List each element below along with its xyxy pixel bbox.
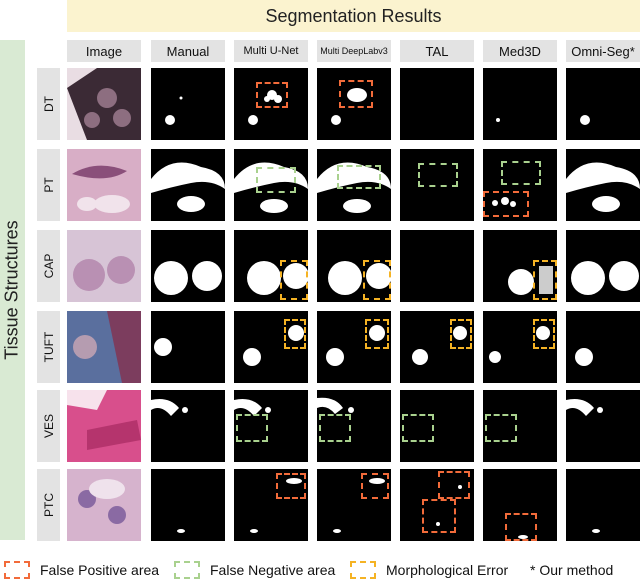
row-header-pt: PT: [37, 149, 60, 221]
false-positive-box: [339, 80, 373, 108]
tissue-structures-band: [0, 40, 25, 540]
false-negative-box: [256, 167, 296, 193]
mask-ves-manual: [151, 390, 225, 462]
legend-our-method: * Our method: [530, 560, 613, 580]
col-header-multi-deeplabv3: Multi DeepLabv3: [317, 40, 391, 62]
row-header-ves: VES: [37, 390, 60, 462]
legend-false-negative: False Negative area: [174, 560, 335, 580]
morphological-error-box: [533, 319, 555, 349]
false-positive-box: [256, 82, 288, 108]
morphological-error-box: [363, 260, 391, 300]
mask-dt-med3d: [483, 68, 557, 140]
mask-cap-med3d: [483, 230, 557, 302]
legend-morphological-error-label: Morphological Error: [386, 562, 509, 578]
col-header-manual: Manual: [151, 40, 225, 62]
col-header-image: Image: [67, 40, 141, 62]
mask-dt-multi-unet: [234, 68, 308, 140]
morphological-error-box: [533, 260, 557, 300]
mask-dt-multi-deeplabv3: [317, 68, 391, 140]
col-header-multi-unet: Multi U-Net: [234, 40, 308, 62]
false-positive-box: [438, 471, 470, 499]
false-negative-box: [319, 414, 351, 442]
morphological-error-box: [284, 319, 306, 349]
mask-dt-omni-seg: [566, 68, 640, 140]
mask-cap-multi-deeplabv3: [317, 230, 391, 302]
false-positive-box: [361, 473, 389, 499]
image-ves: [67, 390, 141, 462]
row-header-ptc: PTC: [37, 469, 60, 541]
mask-pt-tal: [400, 149, 474, 221]
mask-cap-multi-unet: [234, 230, 308, 302]
legend-false-positive: False Positive area: [4, 560, 159, 580]
mask-ptc-manual: [151, 469, 225, 541]
image-tuft: [67, 311, 141, 383]
col-header-tal: TAL: [400, 40, 474, 62]
morphological-error-box: [280, 260, 308, 300]
false-positive-box: [505, 513, 537, 541]
mask-ptc-med3d: [483, 469, 557, 541]
mask-cap-manual: [151, 230, 225, 302]
false-positive-box: [422, 499, 456, 533]
mask-pt-med3d: [483, 149, 557, 221]
false-negative-box: [485, 414, 517, 442]
mask-ptc-omni-seg: [566, 469, 640, 541]
col-header-med3d: Med3D: [483, 40, 557, 62]
mask-ves-tal: [400, 390, 474, 462]
row-header-dt: DT: [37, 68, 60, 140]
row-header-cap: CAP: [37, 230, 60, 302]
mask-cap-tal: [400, 230, 474, 302]
morphological-error-box: [365, 319, 389, 349]
banner-title: Segmentation Results: [265, 5, 442, 26]
image-ptc: [67, 469, 141, 541]
false-positive-box: [483, 191, 529, 217]
mask-tuft-med3d: [483, 311, 557, 383]
legend-false-negative-label: False Negative area: [210, 562, 336, 578]
false-positive-swatch: [4, 561, 30, 579]
mask-ptc-multi-unet: [234, 469, 308, 541]
morphological-error-swatch: [350, 561, 376, 579]
image-dt: [67, 68, 141, 140]
mask-ves-multi-deeplabv3: [317, 390, 391, 462]
mask-ves-multi-unet: [234, 390, 308, 462]
mask-ptc-multi-deeplabv3: [317, 469, 391, 541]
mask-tuft-multi-deeplabv3: [317, 311, 391, 383]
false-negative-box: [236, 414, 268, 442]
mask-pt-multi-unet: [234, 149, 308, 221]
row-header-tuft: TUFT: [37, 311, 60, 383]
legend-our-method-label: * Our method: [530, 562, 614, 578]
legend-morphological-error: Morphological Error: [350, 560, 508, 580]
morphological-error-box: [450, 319, 472, 349]
mask-cap-omni-seg: [566, 230, 640, 302]
image-pt: [67, 149, 141, 221]
tissue-structures-label: Tissue Structures: [1, 220, 22, 360]
mask-ves-med3d: [483, 390, 557, 462]
segmentation-results-banner: Segmentation Results: [67, 0, 640, 32]
mask-pt-multi-deeplabv3: [317, 149, 391, 221]
col-header-omni-seg: Omni-Seg*: [566, 40, 640, 62]
false-negative-box: [501, 161, 541, 185]
false-negative-box: [418, 163, 458, 187]
mask-dt-manual: [151, 68, 225, 140]
mask-pt-manual: [151, 149, 225, 221]
mask-tuft-multi-unet: [234, 311, 308, 383]
false-positive-box: [276, 473, 306, 499]
mask-tuft-manual: [151, 311, 225, 383]
mask-tuft-omni-seg: [566, 311, 640, 383]
mask-pt-omni-seg: [566, 149, 640, 221]
mask-dt-tal: [400, 68, 474, 140]
mask-ves-omni-seg: [566, 390, 640, 462]
image-cap: [67, 230, 141, 302]
legend-false-positive-label: False Positive area: [40, 562, 160, 578]
false-negative-box: [402, 414, 434, 442]
false-negative-swatch: [174, 561, 200, 579]
mask-tuft-tal: [400, 311, 474, 383]
false-negative-box: [337, 165, 381, 189]
mask-ptc-tal: [400, 469, 474, 541]
